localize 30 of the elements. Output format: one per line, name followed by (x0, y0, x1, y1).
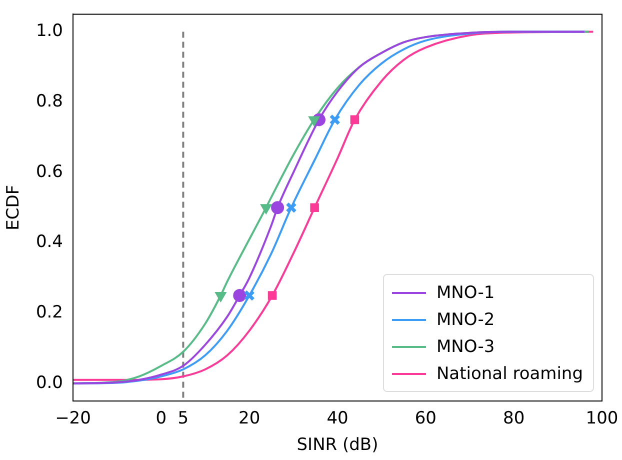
point (308, 116, 320, 126)
point (268, 291, 277, 300)
y-tick-label: 0.0 (36, 372, 63, 393)
x-tick-label: 100 (586, 408, 618, 429)
x-tick-label: 60 (414, 408, 436, 429)
x-tick-label: 20 (238, 408, 260, 429)
x-tick-label: 0 (156, 408, 167, 429)
y-tick-label: 0.2 (36, 302, 63, 323)
y-axis-title: ECDF (4, 184, 24, 230)
x-tick-label: −20 (55, 408, 91, 429)
point (233, 289, 246, 302)
legend-label: National roaming (436, 364, 583, 384)
y-tick-label: 1.0 (36, 21, 63, 42)
point (310, 203, 319, 212)
legend-label: MNO-2 (436, 310, 495, 330)
y-tick-label: 0.6 (36, 162, 63, 182)
point (286, 202, 297, 214)
x-axis-title: SINR (dB) (296, 435, 378, 456)
legend-label: MNO-3 (436, 336, 495, 356)
point (271, 201, 284, 214)
x-tick-label: 40 (326, 408, 348, 429)
y-tick-label: 0.8 (36, 92, 63, 112)
y-tick-label: 0.4 (36, 232, 63, 252)
x-tick-label: 5 (178, 408, 189, 429)
point (329, 114, 340, 126)
point (244, 290, 255, 302)
point (260, 204, 272, 214)
legend-label: MNO-1 (436, 282, 495, 302)
point (350, 115, 360, 124)
x-tick-label: 80 (503, 408, 525, 429)
